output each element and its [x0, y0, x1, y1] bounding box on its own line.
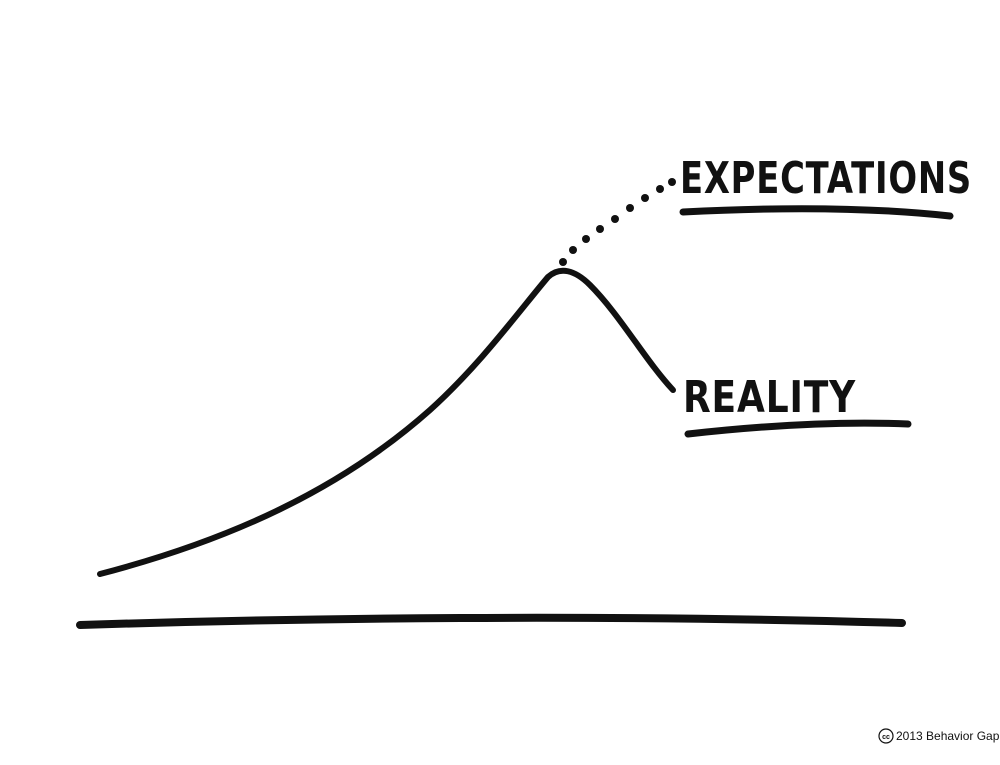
- reality-label: REALITY: [683, 372, 856, 423]
- expectations-underline: [679, 205, 954, 220]
- expectations-label: EXPECTATIONS: [680, 153, 972, 204]
- cc-icon: [878, 728, 894, 744]
- baseline: [76, 613, 906, 629]
- cc-symbol: cc: [882, 734, 890, 741]
- reality-curve: [97, 267, 676, 577]
- expectation-dotted-line: [559, 178, 676, 266]
- reality-underline: [684, 419, 912, 438]
- copyright-text: 2013 Behavior Gap: [896, 729, 1000, 743]
- copyright-mark: cc 2013 Behavior Gap: [878, 728, 1000, 744]
